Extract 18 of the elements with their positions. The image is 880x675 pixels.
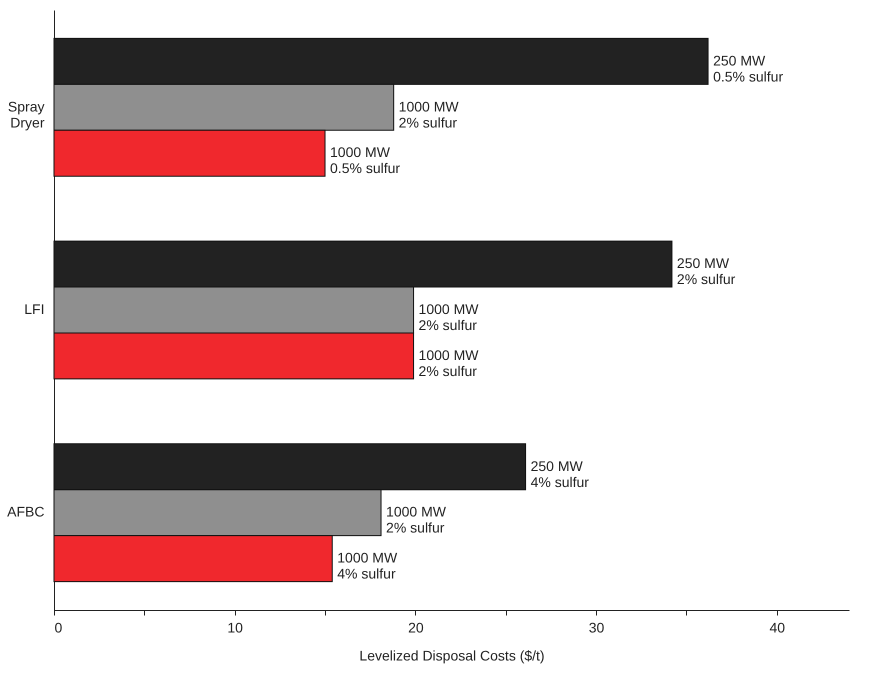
x-tick-label: 30	[588, 620, 605, 636]
y-tick-label: LFI	[24, 301, 44, 317]
annotation: 1000 MW 0.5% sulfur	[330, 144, 400, 176]
x-tick-label: 20	[408, 620, 424, 636]
x-tick-label: 0	[54, 620, 62, 636]
annotation: 250 MW 0.5% sulfur	[713, 52, 784, 84]
annotation: 1000 MW 2% sulfur	[418, 346, 480, 379]
x-tick-label: 10	[227, 620, 244, 636]
annotation: 1000 MW 2% sulfur	[386, 504, 447, 536]
annotation: 1000 MW 4% sulfur	[337, 550, 398, 582]
x-tick-label: 40	[769, 620, 786, 636]
annotation: 1000 MW 2% sulfur	[398, 98, 460, 130]
annotation: 1000 MW 2% sulfur	[418, 301, 480, 333]
y-tick-label: Spray Dryer	[8, 98, 45, 130]
y-tick-label: AFBC	[7, 504, 44, 520]
annotation: 250 MW 2% sulfur	[676, 255, 736, 288]
x-axis-title: Levelized Disposal Costs ($/t)	[359, 648, 545, 664]
annotation: 250 MW 4% sulfur	[530, 458, 590, 490]
